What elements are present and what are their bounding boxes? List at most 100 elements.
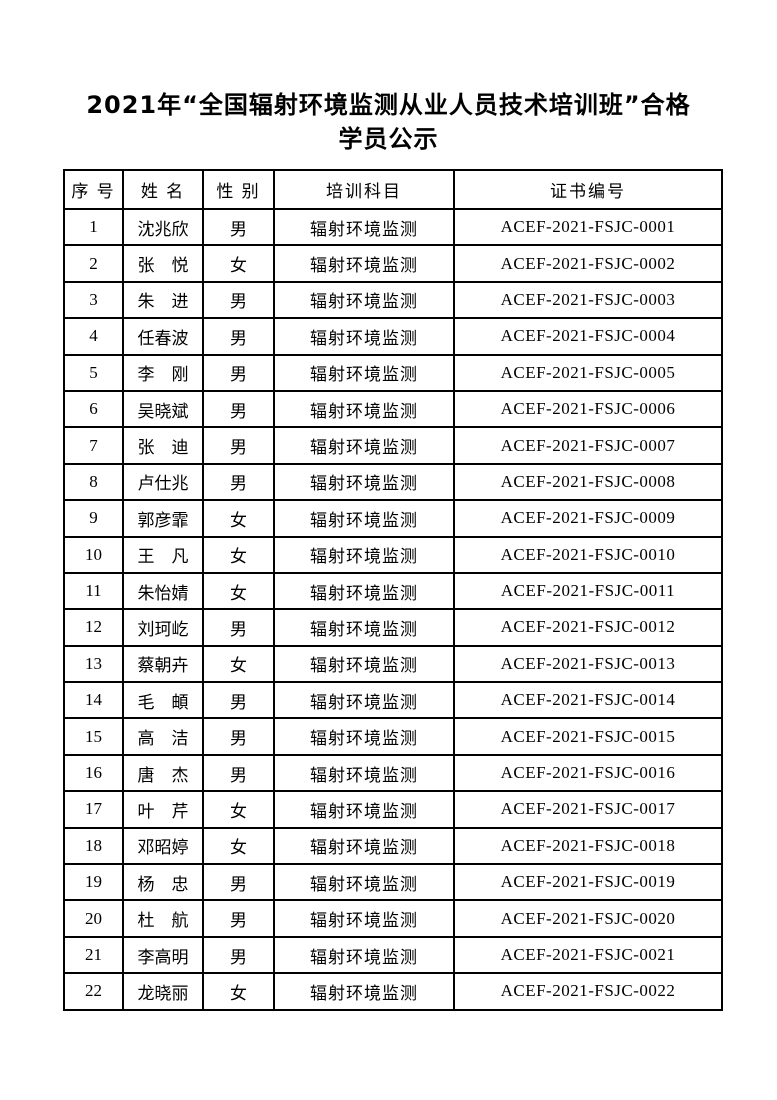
table-row: 17 叶 芹 女 辐射环境监测 ACEF-2021-FSJC-0017 (63, 790, 723, 829)
column-header-cert: 证书编号 (453, 169, 723, 210)
cell-gender: 女 (202, 244, 275, 283)
table-row: 16 唐 杰 男 辐射环境监测 ACEF-2021-FSJC-0016 (63, 753, 723, 793)
cell-gender: 女 (202, 972, 275, 1011)
table-row: 10 王 凡 女 辐射环境监测 ACEF-2021-FSJC-0010 (63, 535, 723, 574)
table-row: 7 张 迪 男 辐射环境监测 ACEF-2021-FSJC-0007 (63, 426, 723, 465)
cell-certificate-number: ACEF-2021-FSJC-0013 (453, 644, 723, 684)
cell-training-subject: 辐射环境监测 (273, 753, 455, 793)
cell-name: 张 悦 (122, 244, 204, 283)
cell-training-subject: 辐射环境监测 (273, 207, 455, 247)
table-row: 1 沈兆欣 男 辐射环境监测 ACEF-2021-FSJC-0001 (63, 207, 723, 247)
table-row: 12 刘珂屹 男 辐射环境监测 ACEF-2021-FSJC-0012 (63, 608, 723, 647)
cell-serial-number: 11 (63, 571, 124, 611)
cell-certificate-number: ACEF-2021-FSJC-0004 (453, 317, 723, 356)
cell-serial-number: 1 (63, 207, 124, 247)
cell-training-subject: 辐射环境监测 (273, 608, 455, 647)
cell-name: 高 洁 (122, 717, 204, 756)
table-row: 19 杨 忠 男 辐射环境监测 ACEF-2021-FSJC-0019 (63, 863, 723, 902)
cell-certificate-number: ACEF-2021-FSJC-0003 (453, 280, 723, 320)
cell-serial-number: 10 (63, 535, 124, 574)
cell-training-subject: 辐射环境监测 (273, 681, 455, 720)
cell-serial-number: 6 (63, 389, 124, 429)
table-row: 14 毛 頔 男 辐射环境监测 ACEF-2021-FSJC-0014 (63, 681, 723, 720)
table-row: 9 郭彦霏 女 辐射环境监测 ACEF-2021-FSJC-0009 (63, 499, 723, 538)
cell-name: 王 凡 (122, 535, 204, 574)
table-row: 3 朱 进 男 辐射环境监测 ACEF-2021-FSJC-0003 (63, 280, 723, 320)
cell-gender: 女 (202, 499, 275, 538)
cell-serial-number: 2 (63, 244, 124, 283)
cell-training-subject: 辐射环境监测 (273, 972, 455, 1011)
cell-training-subject: 辐射环境监测 (273, 790, 455, 829)
cell-gender: 男 (202, 681, 275, 720)
cell-certificate-number: ACEF-2021-FSJC-0022 (453, 972, 723, 1011)
cell-gender: 男 (202, 717, 275, 756)
cell-gender: 男 (202, 280, 275, 320)
cell-training-subject: 辐射环境监测 (273, 863, 455, 902)
table-row: 18 邓昭婷 女 辐射环境监测 ACEF-2021-FSJC-0018 (63, 826, 723, 866)
cell-training-subject: 辐射环境监测 (273, 389, 455, 429)
cell-training-subject: 辐射环境监测 (273, 935, 455, 975)
cell-certificate-number: ACEF-2021-FSJC-0016 (453, 753, 723, 793)
table-row: 6 吴晓斌 男 辐射环境监测 ACEF-2021-FSJC-0006 (63, 389, 723, 429)
cell-certificate-number: ACEF-2021-FSJC-0015 (453, 717, 723, 756)
column-header-no: 序 号 (63, 169, 124, 210)
cell-certificate-number: ACEF-2021-FSJC-0008 (453, 462, 723, 502)
cell-certificate-number: ACEF-2021-FSJC-0014 (453, 681, 723, 720)
cell-certificate-number: ACEF-2021-FSJC-0005 (453, 353, 723, 392)
cell-gender: 男 (202, 389, 275, 429)
cell-training-subject: 辐射环境监测 (273, 244, 455, 283)
cell-name: 杨 忠 (122, 863, 204, 902)
cell-serial-number: 8 (63, 462, 124, 502)
cell-gender: 男 (202, 753, 275, 793)
cell-serial-number: 9 (63, 499, 124, 538)
column-header-subject: 培训科目 (273, 169, 455, 210)
table-body: 1 沈兆欣 男 辐射环境监测 ACEF-2021-FSJC-0001 2 张 悦… (63, 207, 723, 1011)
cell-training-subject: 辐射环境监测 (273, 535, 455, 574)
cell-name: 唐 杰 (122, 753, 204, 793)
cell-name: 沈兆欣 (122, 207, 204, 247)
cell-name: 李高明 (122, 935, 204, 975)
cell-serial-number: 19 (63, 863, 124, 902)
cell-certificate-number: ACEF-2021-FSJC-0020 (453, 899, 723, 938)
cell-training-subject: 辐射环境监测 (273, 826, 455, 866)
page-title: 2021年“全国辐射环境监测从业人员技术培训班”合格 学员公示 (79, 0, 699, 156)
cell-training-subject: 辐射环境监测 (273, 717, 455, 756)
cell-name: 蔡朝卉 (122, 644, 204, 684)
cell-name: 邓昭婷 (122, 826, 204, 866)
cell-name: 朱怡婧 (122, 571, 204, 611)
cell-certificate-number: ACEF-2021-FSJC-0021 (453, 935, 723, 975)
cell-serial-number: 3 (63, 280, 124, 320)
cell-serial-number: 18 (63, 826, 124, 866)
cell-name: 朱 进 (122, 280, 204, 320)
table-header-row: 序 号 姓 名 性 别 培训科目 证书编号 (63, 169, 723, 210)
cell-certificate-number: ACEF-2021-FSJC-0019 (453, 863, 723, 902)
cell-serial-number: 15 (63, 717, 124, 756)
cell-certificate-number: ACEF-2021-FSJC-0007 (453, 426, 723, 465)
cell-certificate-number: ACEF-2021-FSJC-0002 (453, 244, 723, 283)
cell-certificate-number: ACEF-2021-FSJC-0010 (453, 535, 723, 574)
cell-gender: 男 (202, 608, 275, 647)
cell-serial-number: 13 (63, 644, 124, 684)
cell-gender: 男 (202, 426, 275, 465)
cell-training-subject: 辐射环境监测 (273, 644, 455, 684)
cell-name: 卢仕兆 (122, 462, 204, 502)
cell-name: 李 刚 (122, 353, 204, 392)
table-row: 13 蔡朝卉 女 辐射环境监测 ACEF-2021-FSJC-0013 (63, 644, 723, 684)
cell-gender: 女 (202, 535, 275, 574)
cell-training-subject: 辐射环境监测 (273, 426, 455, 465)
cell-serial-number: 17 (63, 790, 124, 829)
cell-certificate-number: ACEF-2021-FSJC-0009 (453, 499, 723, 538)
cell-training-subject: 辐射环境监测 (273, 280, 455, 320)
cell-gender: 女 (202, 826, 275, 866)
column-header-name: 姓 名 (122, 169, 204, 210)
cell-serial-number: 14 (63, 681, 124, 720)
cell-gender: 女 (202, 790, 275, 829)
table-row: 21 李高明 男 辐射环境监测 ACEF-2021-FSJC-0021 (63, 935, 723, 975)
table-row: 4 任春波 男 辐射环境监测 ACEF-2021-FSJC-0004 (63, 317, 723, 356)
cell-certificate-number: ACEF-2021-FSJC-0001 (453, 207, 723, 247)
cell-name: 毛 頔 (122, 681, 204, 720)
cell-training-subject: 辐射环境监测 (273, 499, 455, 538)
cell-serial-number: 21 (63, 935, 124, 975)
cell-training-subject: 辐射环境监测 (273, 462, 455, 502)
